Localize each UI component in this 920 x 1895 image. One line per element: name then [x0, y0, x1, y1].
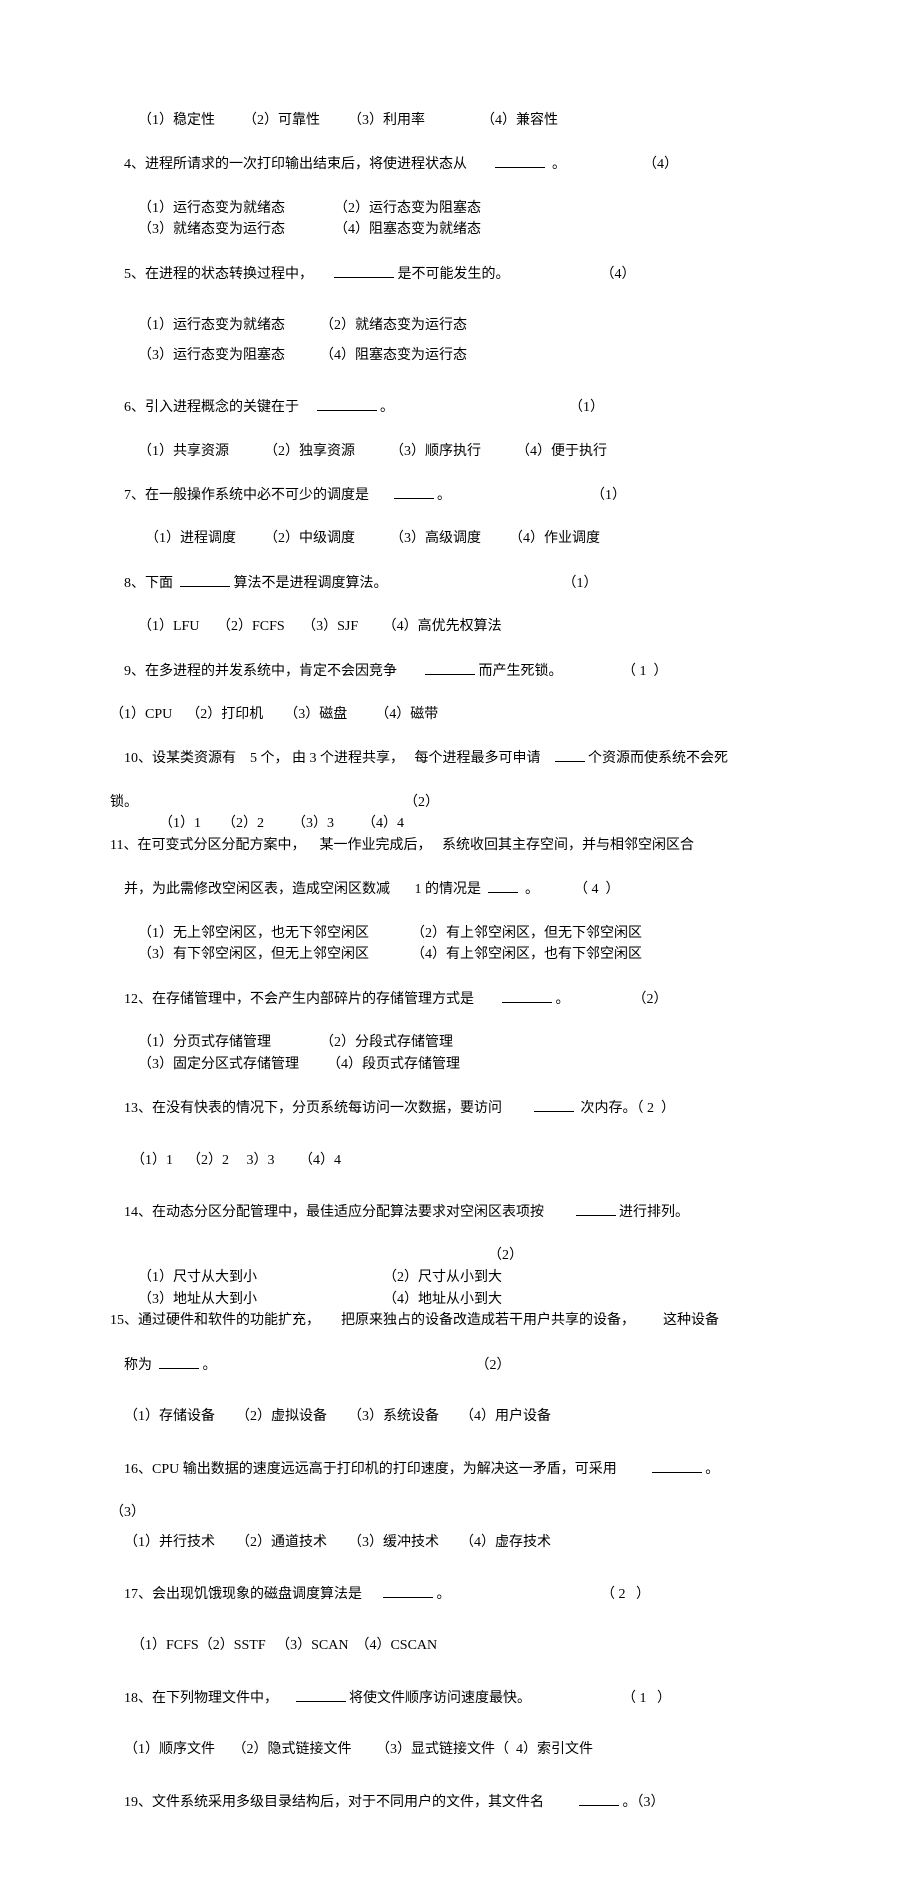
q4: 4、进程所请求的一次打印输出结束后，将使进程状态从 。 （4） [110, 132, 810, 198]
q5: 5、在进程的状态转换过程中， 是不可能发生的。 （4） [110, 241, 810, 307]
q11-opt-b: （3）有下邻空闲区，但无上邻空闲区 （4）有上邻空闲区，也有下邻空闲区 [110, 944, 810, 966]
q12-text: 12、在存储管理中，不会产生内部碎片的存储管理方式是 [124, 992, 502, 1007]
q15-opt: （1）存储设备 （2）虚拟设备 （3）系统设备 （4）用户设备 [110, 1406, 810, 1428]
q16-next: （3） [110, 1502, 810, 1524]
q19: 19、文件系统采用多级目录结构后，对于不同用户的文件，其文件名 。（3） [110, 1769, 810, 1835]
blank [383, 1583, 433, 1598]
q7-text: 7、在一般操作系统中必不可少的调度是 [124, 488, 394, 503]
q4-opt-a: （1）运行态变为就绪态 （2）运行态变为阻塞态 [110, 198, 810, 220]
q9-tail: 而产生死锁。 （ 1 ） [475, 664, 668, 679]
q6-tail: 。 （1） [377, 400, 605, 415]
q18: 18、在下列物理文件中， 将使文件顺序访问速度最快。 （ 1 ） [110, 1665, 810, 1731]
q14-tail: 进行排列。 [616, 1205, 690, 1220]
q13: 13、在没有快表的情况下，分页系统每访问一次数据，要访问 次内存。（ 2 ） [110, 1076, 810, 1142]
q14-text: 14、在动态分区分配管理中，最佳适应分配算法要求对空闲区表项按 [124, 1205, 576, 1220]
q6-opt: （1）共享资源 （2）独享资源 （3）顺序执行 （4）便于执行 [110, 441, 810, 463]
q18-opt: （1）顺序文件 （2）隐式链接文件 （3）显式链接文件（ 4）索引文件 [110, 1739, 810, 1761]
q5-tail: 是不可能发生的。 （4） [394, 267, 636, 282]
q17-opt: （1）FCFS（2）SSTF （3）SCAN （4）CSCAN [110, 1635, 810, 1657]
q5-opt-a: （1）运行态变为就绪态 （2）就绪态变为运行态 [110, 315, 810, 337]
q16-tail: 。 [702, 1462, 720, 1477]
q11-text: 并，为此需修改空闲区表，造成空闲区数减 1 的情况是 [124, 882, 488, 897]
q18-text: 18、在下列物理文件中， [124, 1691, 296, 1706]
q4-opt-b: （3）就绪态变为运行态 （4）阻塞态变为就绪态 [110, 219, 810, 241]
q8: 8、下面 算法不是进程调度算法。 （1） [110, 550, 810, 616]
q7-opt: （1）进程调度 （2）中级调度 （3）高级调度 （4）作业调度 [110, 528, 810, 550]
q14: 14、在动态分区分配管理中，最佳适应分配算法要求对空闲区表项按 进行排列。 [110, 1179, 810, 1245]
q12-tail: 。 （2） [552, 992, 668, 1007]
q6: 6、引入进程概念的关键在于 。 （1） [110, 375, 810, 441]
q10-next: 锁。 （2） [110, 792, 810, 814]
q4-text: 4、进程所请求的一次打印输出结束后，将使进程状态从 [124, 157, 495, 172]
q14-next: （2） [110, 1245, 810, 1267]
q4-tail: 。 （4） [545, 157, 678, 172]
q15-next: 称为 。 （2） [110, 1332, 810, 1398]
blank [296, 1687, 346, 1702]
q12-opt-a: （1）分页式存储管理 （2）分段式存储管理 [110, 1032, 810, 1054]
q5-opt-b: （3）运行态变为阻塞态 （4）阻塞态变为运行态 [110, 345, 810, 367]
blank [555, 747, 585, 762]
blank [576, 1201, 616, 1216]
q17: 17、会出现饥饿现象的磁盘调度算法是 。 （ 2 ） [110, 1561, 810, 1627]
q5-text: 5、在进程的状态转换过程中， [124, 267, 334, 282]
q11: 11、在可变式分区分配方案中， 某一作业完成后， 系统收回其主存空间，并与相邻空… [110, 835, 810, 857]
blank [502, 988, 552, 1003]
q9-opt: （1）CPU （2）打印机 （3）磁盘 （4）磁带 [110, 704, 810, 726]
blank [652, 1458, 702, 1473]
q11-next: 并，为此需修改空闲区表，造成空闲区数减 1 的情况是 。 （ 4 ） [110, 857, 810, 923]
q15: 15、通过硬件和软件的功能扩充， 把原来独占的设备改造成若干用户共享的设备， 这… [110, 1310, 810, 1332]
q13-text: 13、在没有快表的情况下，分页系统每访问一次数据，要访问 [124, 1101, 534, 1116]
q16-opt: （1）并行技术 （2）通道技术 （3）缓冲技术 （4）虚存技术 [110, 1532, 810, 1554]
blank [334, 263, 394, 278]
q16: 16、CPU 输出数据的速度远远高于打印机的打印速度，为解决这一矛盾，可采用 。 [110, 1436, 810, 1502]
q8-tail: 算法不是进程调度算法。 （1） [230, 576, 598, 591]
q8-text: 8、下面 [124, 576, 180, 591]
q7-tail: 。 （1） [434, 488, 627, 503]
blank [495, 153, 545, 168]
q11-tail: 。 （ 4 ） [518, 882, 620, 897]
blank [180, 572, 230, 587]
blank [425, 660, 475, 675]
blank [534, 1097, 574, 1112]
q10-opt: （1）1 （2）2 （3）3 （4）4 [110, 813, 810, 835]
blank [159, 1354, 199, 1369]
q14-opt-b: （3）地址从大到小 （4）地址从小到大 [110, 1289, 810, 1311]
q15-text: 称为 [124, 1358, 159, 1373]
q10: 10、设某类资源有 5 个， 由 3 个进程共享， 每个进程最多可申请 个资源而… [110, 726, 810, 792]
blank [394, 484, 434, 499]
q10-tail: 个资源而使系统不会死 [585, 751, 729, 766]
q17-text: 17、会出现饥饿现象的磁盘调度算法是 [124, 1587, 383, 1602]
q12-opt-b: （3）固定分区式存储管理 （4）段页式存储管理 [110, 1054, 810, 1076]
q9: 9、在多进程的并发系统中，肯定不会因竞争 而产生死锁。 （ 1 ） [110, 638, 810, 704]
q3-options: （1）稳定性 （2）可靠性 （3）利用率 （4）兼容性 [110, 110, 810, 132]
q14-opt-a: （1）尺寸从大到小 （2）尺寸从小到大 [110, 1267, 810, 1289]
document-page: （1）稳定性 （2）可靠性 （3）利用率 （4）兼容性 4、进程所请求的一次打印… [0, 0, 920, 1895]
q9-text: 9、在多进程的并发系统中，肯定不会因竞争 [124, 664, 425, 679]
q18-tail: 将使文件顺序访问速度最快。 （ 1 ） [346, 1691, 672, 1706]
q13-tail: 次内存。（ 2 ） [574, 1101, 676, 1116]
q11-opt-a: （1）无上邻空闲区，也无下邻空闲区 （2）有上邻空闲区，但无下邻空闲区 [110, 923, 810, 945]
blank [488, 878, 518, 893]
q8-opt: （1）LFU （2）FCFS （3）SJF （4）高优先权算法 [110, 616, 810, 638]
q19-tail: 。（3） [619, 1795, 665, 1810]
q7: 7、在一般操作系统中必不可少的调度是 。 （1） [110, 462, 810, 528]
q19-text: 19、文件系统采用多级目录结构后，对于不同用户的文件，其文件名 [124, 1795, 579, 1810]
q15-tail: 。 （2） [199, 1358, 511, 1373]
q6-text: 6、引入进程概念的关键在于 [124, 400, 317, 415]
blank [317, 396, 377, 411]
q12: 12、在存储管理中，不会产生内部碎片的存储管理方式是 。 （2） [110, 966, 810, 1032]
q17-tail: 。 （ 2 ） [433, 1587, 650, 1602]
q10-text: 10、设某类资源有 5 个， 由 3 个进程共享， 每个进程最多可申请 [124, 751, 555, 766]
q13-opt: （1）1 （2）2 3）3 （4）4 [110, 1150, 810, 1172]
blank [579, 1791, 619, 1806]
q16-text: 16、CPU 输出数据的速度远远高于打印机的打印速度，为解决这一矛盾，可采用 [124, 1462, 652, 1477]
